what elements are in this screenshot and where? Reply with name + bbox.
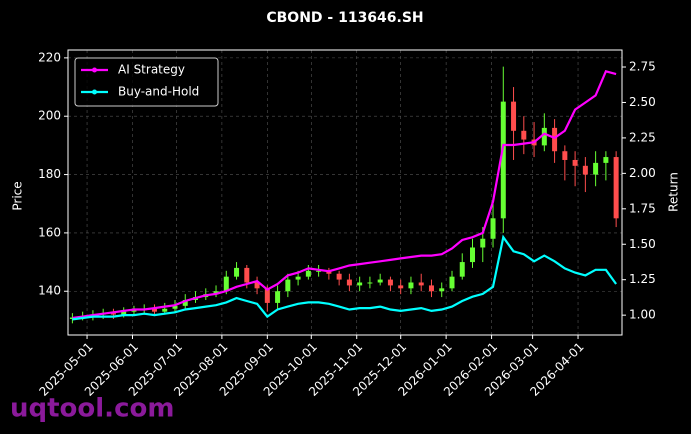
candle-body xyxy=(244,267,250,283)
y2-tick-label: 1.25 xyxy=(629,272,656,286)
y2-axis-label: Return xyxy=(667,172,681,212)
candle-body xyxy=(336,273,342,280)
candle-body xyxy=(275,291,281,303)
candle-body xyxy=(357,282,363,286)
candle-body xyxy=(428,285,434,292)
candle-body xyxy=(398,285,404,289)
y-axis-label: Price xyxy=(11,181,25,210)
candle-body xyxy=(295,276,301,280)
y2-tick-label: 1.00 xyxy=(629,308,656,322)
candle-body xyxy=(367,282,373,284)
candle-body xyxy=(162,308,168,312)
y2-tick-label: 2.00 xyxy=(629,166,656,180)
legend-label: Buy-and-Hold xyxy=(118,85,199,99)
candle-body xyxy=(572,159,578,166)
candle-body xyxy=(110,313,116,315)
y-tick-label: 160 xyxy=(38,225,61,239)
candle-body xyxy=(480,238,486,248)
y2-tick-label: 2.50 xyxy=(629,95,656,109)
candle-body xyxy=(234,267,240,277)
candle-body xyxy=(121,311,127,315)
chart-title: CBOND - 113646.SH xyxy=(266,10,423,26)
legend-label: AI Strategy xyxy=(118,63,185,77)
candle-body xyxy=(408,282,414,289)
candle-body xyxy=(254,282,260,289)
candle-body xyxy=(449,276,455,289)
candle-body xyxy=(387,279,393,286)
candle-body xyxy=(582,165,588,175)
y2-tick-label: 2.75 xyxy=(629,60,656,74)
watermark: uqtool.com xyxy=(10,394,174,424)
candle-body xyxy=(182,299,188,306)
return-line xyxy=(72,69,617,320)
y-tick-label: 220 xyxy=(38,50,61,64)
candle-body xyxy=(439,288,445,292)
candle-body xyxy=(541,127,547,146)
candle-body xyxy=(562,151,568,160)
candle-body xyxy=(470,247,476,263)
candle-body xyxy=(223,276,229,292)
candle-body xyxy=(603,157,609,163)
legend-marker xyxy=(92,67,97,73)
y2-tick-label: 2.25 xyxy=(629,130,656,144)
legend-box xyxy=(74,57,219,107)
candle-body xyxy=(500,101,506,219)
candle-body xyxy=(131,310,137,312)
candle-body xyxy=(172,305,178,309)
y-tick-label: 200 xyxy=(38,109,61,123)
y2-tick-label: 1.75 xyxy=(629,201,656,215)
candle-body xyxy=(552,127,558,152)
candle-body xyxy=(305,270,311,277)
candle-body xyxy=(418,282,424,286)
candle-body xyxy=(69,317,75,319)
candle-body xyxy=(151,308,157,312)
y-tick-label: 180 xyxy=(38,167,61,181)
candle-body xyxy=(213,291,219,295)
candle-body xyxy=(264,288,270,303)
y2-tick-label: 1.50 xyxy=(629,237,656,251)
candle-body xyxy=(459,262,465,277)
candle-body xyxy=(490,218,496,239)
legend-marker xyxy=(92,89,97,95)
y-tick-label: 140 xyxy=(38,284,61,298)
candle-body xyxy=(511,101,517,131)
candle-body xyxy=(285,279,291,292)
candle-body xyxy=(613,157,619,219)
candle-body xyxy=(346,279,352,286)
plot-frame xyxy=(67,49,623,336)
candle-body xyxy=(316,270,322,272)
return-line xyxy=(72,234,617,321)
candle-body xyxy=(521,130,527,140)
candle-body xyxy=(377,279,383,283)
candle-body xyxy=(593,162,599,175)
